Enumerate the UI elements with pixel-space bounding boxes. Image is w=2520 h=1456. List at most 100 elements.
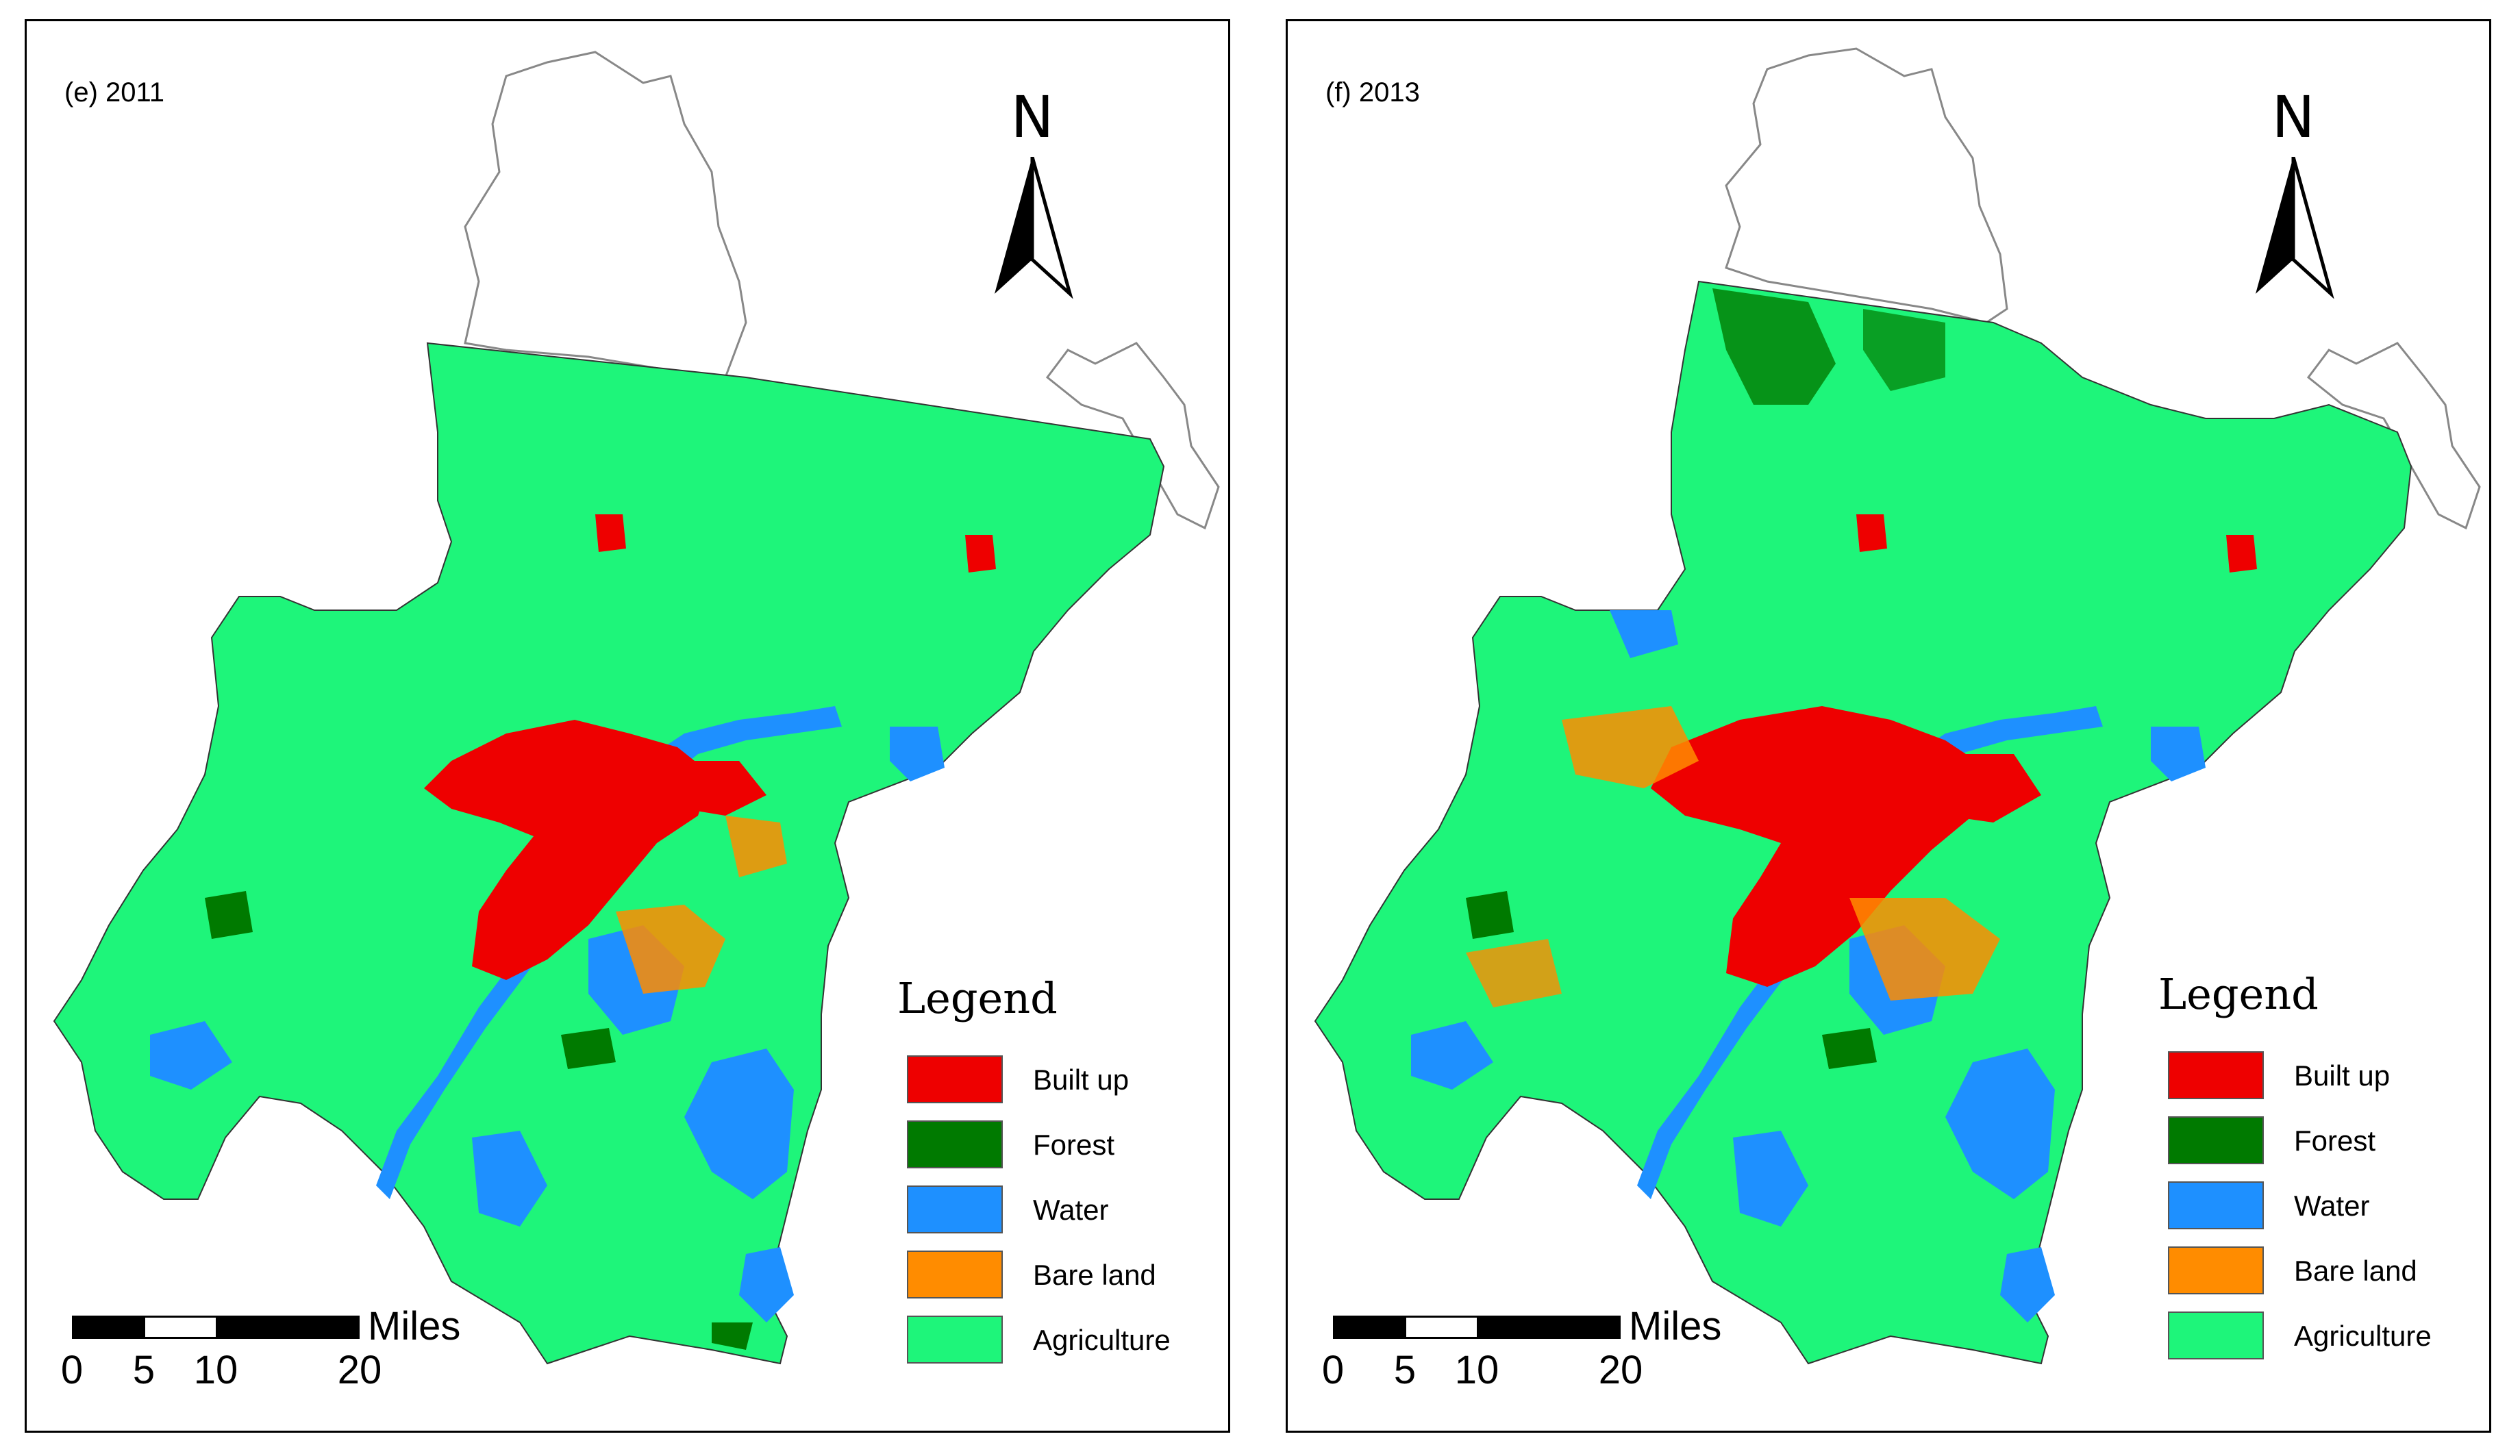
town-northeast bbox=[965, 535, 996, 573]
legend-label: Bare land bbox=[1033, 1259, 1156, 1291]
bare-land-south bbox=[616, 905, 725, 994]
legend-label: Agriculture bbox=[1033, 1324, 1171, 1356]
scale-bar-segments bbox=[1333, 1316, 1621, 1339]
north-arrow-icon bbox=[2256, 157, 2334, 299]
legend-swatch bbox=[907, 1251, 1003, 1298]
scale-tick-label: 5 bbox=[1393, 1348, 1417, 1392]
legend-label: Built up bbox=[1033, 1064, 1130, 1096]
forest-south bbox=[1822, 1028, 1877, 1069]
town-north bbox=[595, 514, 626, 552]
unmapped-region-outline bbox=[1725, 47, 2008, 324]
lake-southeast-small bbox=[2000, 1247, 2055, 1322]
panel-title: (e) 2011 bbox=[64, 77, 165, 108]
town-northeast bbox=[2226, 535, 2257, 573]
unmapped-east-outline bbox=[1045, 342, 1220, 530]
forest-west bbox=[205, 891, 253, 939]
legend-item-forest: Forest bbox=[907, 1120, 1208, 1170]
legend-swatch bbox=[907, 1185, 1003, 1233]
forest-north bbox=[1712, 288, 1836, 405]
lake-south-east bbox=[1945, 1049, 2055, 1199]
unmapped-region-outline bbox=[464, 51, 747, 379]
legend-label: Forest bbox=[2294, 1125, 2376, 1157]
scale-segment bbox=[74, 1318, 145, 1337]
scale-segment bbox=[216, 1318, 358, 1337]
legend-title: Legend bbox=[2158, 969, 2319, 1019]
legend-swatch bbox=[907, 1316, 1003, 1364]
legend-label: Bare land bbox=[2294, 1255, 2417, 1287]
scale-segment bbox=[145, 1318, 216, 1337]
legend-item-agriculture: Agriculture bbox=[2168, 1311, 2469, 1361]
town-north bbox=[1856, 514, 1887, 552]
legend-title: Legend bbox=[897, 973, 1058, 1023]
scale-tick-label: 0 bbox=[1321, 1348, 1345, 1392]
legend-label: Built up bbox=[2294, 1059, 2391, 1092]
legend-item-built-up: Built up bbox=[907, 1055, 1208, 1105]
map-panel-2011: (e) 2011 N Miles 0 5 10 20 Legend Built … bbox=[25, 19, 1230, 1433]
bare-land-central bbox=[1562, 706, 1699, 788]
scale-segment bbox=[1335, 1318, 1406, 1337]
land-cover-map-2011 bbox=[53, 51, 1220, 1365]
map-panel-2013: (f) 2013 N Miles 0 5 10 20 Legend Built … bbox=[1286, 19, 2491, 1433]
lake-northeast bbox=[2151, 727, 2206, 781]
legend-swatch bbox=[2168, 1181, 2264, 1229]
forest-north-east bbox=[1863, 309, 1945, 391]
scale-bar: Miles 0 5 10 20 bbox=[1322, 1304, 1812, 1418]
legend: Legend Built up Forest Water Bare land A… bbox=[873, 973, 1215, 1425]
legend-item-forest: Forest bbox=[2168, 1116, 2469, 1166]
legend-swatch bbox=[907, 1055, 1003, 1103]
legend-swatch bbox=[2168, 1051, 2264, 1099]
lake-southeast-small bbox=[739, 1247, 794, 1322]
legend-label: Water bbox=[2294, 1190, 2370, 1222]
scale-tick-label: 20 bbox=[337, 1348, 382, 1392]
legend-item-water: Water bbox=[2168, 1181, 2469, 1231]
scale-segment bbox=[1406, 1318, 1477, 1337]
legend-item-bare-land: Bare land bbox=[907, 1251, 1208, 1300]
scale-unit-label: Miles bbox=[368, 1304, 461, 1348]
urban-east bbox=[1945, 754, 2041, 823]
bare-land-east bbox=[725, 816, 787, 877]
legend-item-agriculture: Agriculture bbox=[907, 1316, 1208, 1365]
lake-west bbox=[150, 1021, 232, 1090]
scale-tick-label: 10 bbox=[193, 1348, 238, 1392]
legend-swatch bbox=[907, 1120, 1003, 1168]
scale-tick-label: 20 bbox=[1598, 1348, 1643, 1392]
forest-southeast bbox=[712, 1322, 753, 1350]
urban-east bbox=[684, 761, 766, 816]
scale-tick-label: 0 bbox=[60, 1348, 84, 1392]
land-cover-map-2013 bbox=[1314, 47, 2481, 1365]
forest-west bbox=[1466, 891, 1514, 939]
north-label: N bbox=[2271, 84, 2315, 151]
scale-unit-label: Miles bbox=[1629, 1304, 1722, 1348]
legend-item-bare-land: Bare land bbox=[2168, 1246, 2469, 1296]
scale-bar-segments bbox=[72, 1316, 360, 1339]
north-arrow: N bbox=[984, 88, 1080, 307]
urban-core bbox=[424, 720, 712, 980]
legend-swatch bbox=[2168, 1246, 2264, 1294]
lake-south bbox=[472, 1131, 547, 1227]
legend: Legend Built up Forest Water Bare land A… bbox=[2134, 969, 2476, 1421]
urban-core bbox=[1651, 706, 1986, 987]
legend-swatch bbox=[2168, 1311, 2264, 1359]
bare-land-west bbox=[1466, 939, 1562, 1007]
scale-bar: Miles 0 5 10 20 bbox=[61, 1304, 551, 1418]
legend-item-water: Water bbox=[907, 1185, 1208, 1235]
scale-tick-label: 5 bbox=[132, 1348, 155, 1392]
legend-label: Agriculture bbox=[2294, 1320, 2432, 1352]
lake-north bbox=[1610, 610, 1678, 658]
scale-segment bbox=[1477, 1318, 1619, 1337]
panel-title: (f) 2013 bbox=[1325, 77, 1420, 108]
lake-northeast bbox=[890, 727, 945, 781]
north-label: N bbox=[1010, 84, 1054, 151]
north-arrow: N bbox=[2245, 88, 2341, 307]
legend-label: Forest bbox=[1033, 1129, 1115, 1161]
lake-south-east bbox=[684, 1049, 794, 1199]
forest-south bbox=[561, 1028, 616, 1069]
north-arrow-icon bbox=[995, 157, 1073, 299]
bare-land-south bbox=[1849, 898, 2000, 1001]
lake-west bbox=[1411, 1021, 1493, 1090]
legend-label: Water bbox=[1033, 1194, 1109, 1226]
legend-swatch bbox=[2168, 1116, 2264, 1164]
scale-tick-label: 10 bbox=[1454, 1348, 1499, 1392]
lake-south bbox=[1733, 1131, 1808, 1227]
legend-item-built-up: Built up bbox=[2168, 1051, 2469, 1101]
